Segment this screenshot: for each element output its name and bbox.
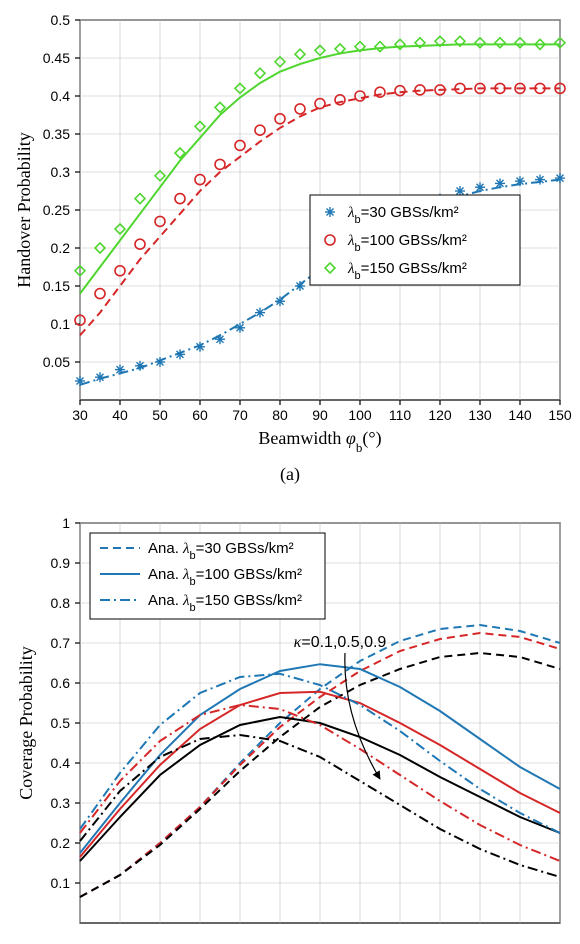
- series-30-marker: [255, 308, 265, 318]
- xtick-label: 140: [508, 407, 532, 423]
- series-30-marker: [215, 334, 225, 344]
- series-30-marker: [135, 361, 145, 371]
- annotation-text: κ=0.1,0.5,0.9: [294, 634, 387, 651]
- ytick-label: 0.6: [51, 675, 71, 691]
- series-30-marker: [275, 296, 285, 306]
- ytick-label: 0.2: [51, 240, 71, 256]
- chart-a: 30 40 50 60 70 80 90 100 110 120 130 140 150 0.05 0.1 0…: [0, 0, 580, 485]
- y-axis-label: Handover Probability: [14, 132, 34, 287]
- xtick-label: 70: [232, 407, 248, 423]
- ytick-label: 1: [62, 515, 70, 531]
- series-30-marker: [155, 357, 165, 367]
- ytick-label: 0.3: [51, 164, 71, 180]
- xtick-label: 150: [548, 407, 572, 423]
- ytick-label: 0.05: [43, 354, 70, 370]
- series-30-marker: [495, 178, 505, 188]
- ytick-label: 0.1: [51, 875, 71, 891]
- ytick-label: 0.3: [51, 795, 71, 811]
- series-30-marker: [295, 281, 305, 291]
- xtick-label: 130: [468, 407, 492, 423]
- chart-a-svg: 30 40 50 60 70 80 90 100 110 120 130 140 150 0.05 0.1 0…: [0, 0, 580, 460]
- series-30-marker: [555, 173, 565, 183]
- ytick-label: 0.35: [43, 126, 70, 142]
- series-30-marker: [475, 182, 485, 192]
- series-30-marker: [95, 372, 105, 382]
- ytick-label: 0.5: [51, 715, 71, 731]
- ytick-label: 0.4: [51, 88, 71, 104]
- series-30-marker: [115, 365, 125, 375]
- ytick-label: 0.8: [51, 595, 71, 611]
- ytick-label: 0.25: [43, 202, 70, 218]
- xtick-label: 120: [428, 407, 452, 423]
- xtick-label: 80: [272, 407, 288, 423]
- ytick-label: 0.45: [43, 50, 70, 66]
- xtick-label: 110: [389, 407, 412, 423]
- y-axis-label: Coverage Probability: [16, 646, 36, 799]
- xtick-label: 50: [152, 407, 168, 423]
- xtick-label: 90: [312, 407, 328, 423]
- xtick-label: 40: [112, 407, 128, 423]
- ytick-label: 0.7: [51, 635, 71, 651]
- ytick-label: 0.1: [51, 316, 71, 332]
- xtick-label: 100: [348, 407, 372, 423]
- xtick-label: 60: [192, 407, 208, 423]
- series-30-marker: [535, 175, 545, 185]
- chart-b: 0.1 0.2 0.3 0.4 0.5 0.6 0.7 0.8 0.9 1 Coverage Pro…: [0, 503, 580, 933]
- ytick-label: 0.15: [43, 278, 70, 294]
- series-30-marker: [235, 323, 245, 333]
- series-30-marker: [75, 376, 85, 386]
- xtick-label: 30: [72, 407, 88, 423]
- ytick-label: 0.4: [51, 755, 71, 771]
- series-30-marker: [175, 349, 185, 359]
- ytick-label: 0.2: [51, 835, 71, 851]
- x-axis-label: Beamwidth φb(°): [258, 428, 381, 455]
- series-30-marker: [515, 176, 525, 186]
- chart-b-svg: 0.1 0.2 0.3 0.4 0.5 0.6 0.7 0.8 0.9 1 Coverage Pro…: [0, 503, 580, 933]
- chart-a-caption: (a): [0, 464, 580, 485]
- series-30-marker: [195, 342, 205, 352]
- legend-30-marker: [325, 207, 335, 217]
- ytick-label: 0.5: [51, 12, 71, 28]
- ytick-label: 0.9: [51, 555, 71, 571]
